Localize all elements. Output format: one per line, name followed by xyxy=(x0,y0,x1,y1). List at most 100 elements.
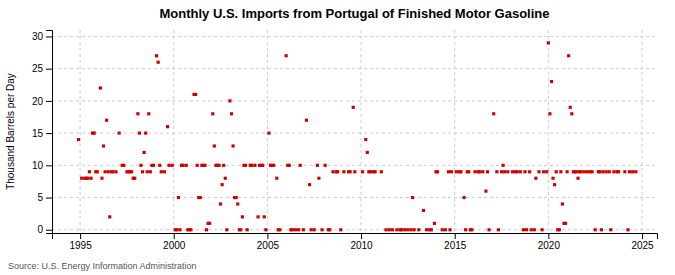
point xyxy=(448,228,451,231)
point xyxy=(388,228,391,231)
point xyxy=(464,228,467,231)
tick: 2025 xyxy=(631,233,654,251)
point xyxy=(558,228,561,231)
point xyxy=(310,228,313,231)
point xyxy=(342,170,345,173)
point xyxy=(470,228,473,231)
point xyxy=(294,228,297,231)
point xyxy=(324,164,327,167)
point xyxy=(299,164,302,167)
point xyxy=(590,170,593,173)
tick: 10 xyxy=(32,160,52,171)
point xyxy=(484,190,487,193)
point xyxy=(545,170,548,173)
tick-mark xyxy=(642,233,643,239)
point xyxy=(411,196,414,199)
point xyxy=(208,222,211,225)
grid-line xyxy=(52,229,657,230)
point xyxy=(353,170,356,173)
point xyxy=(167,164,170,167)
title: Monthly U.S. Imports from Portugal of Fi… xyxy=(159,6,549,21)
tick-mark xyxy=(46,133,52,134)
y-axis-title: Thousand Barrels per Day xyxy=(5,73,16,190)
point xyxy=(467,170,470,173)
tick-mark xyxy=(46,165,52,166)
tick: 0 xyxy=(37,224,52,235)
point xyxy=(623,170,626,173)
point xyxy=(320,228,323,231)
y-axis: 051015202530 xyxy=(32,31,53,236)
point xyxy=(236,202,239,205)
grid-line xyxy=(548,30,549,233)
point xyxy=(495,170,498,173)
point xyxy=(278,228,281,231)
grid-line xyxy=(52,100,657,101)
point xyxy=(155,54,158,57)
x-axis: 1995200020052010201520202025 xyxy=(53,233,658,251)
point xyxy=(530,228,533,231)
point xyxy=(500,170,503,173)
point xyxy=(586,170,589,173)
point xyxy=(189,228,192,231)
point xyxy=(575,170,578,173)
point xyxy=(77,138,80,141)
point xyxy=(555,170,558,173)
point xyxy=(384,228,387,231)
point xyxy=(548,112,551,115)
point xyxy=(612,170,615,173)
point xyxy=(222,164,225,167)
point xyxy=(253,164,256,167)
point xyxy=(519,170,522,173)
tick-label: 10 xyxy=(32,160,44,171)
tick: 20 xyxy=(32,96,52,107)
grid-line xyxy=(52,197,657,198)
point xyxy=(241,215,244,218)
grid xyxy=(52,30,657,233)
grid-line xyxy=(454,30,455,233)
point xyxy=(136,112,139,115)
point xyxy=(225,228,228,231)
point xyxy=(528,170,531,173)
point xyxy=(486,170,489,173)
point xyxy=(130,170,133,173)
point xyxy=(462,196,465,199)
point xyxy=(473,170,476,173)
tick-label: 0 xyxy=(37,224,43,235)
grid-line xyxy=(267,30,268,233)
point xyxy=(213,144,216,147)
point xyxy=(182,164,185,167)
point xyxy=(406,228,409,231)
point xyxy=(231,144,234,147)
point xyxy=(317,177,320,180)
point xyxy=(331,170,334,173)
point xyxy=(628,170,631,173)
point xyxy=(275,177,278,180)
point xyxy=(366,151,369,154)
point xyxy=(171,164,174,167)
tick: 2015 xyxy=(444,233,467,251)
grid-line xyxy=(52,133,657,134)
axis-line xyxy=(53,234,658,240)
point xyxy=(203,164,206,167)
point xyxy=(497,228,500,231)
point xyxy=(503,170,506,173)
tick-mark xyxy=(455,233,456,239)
point xyxy=(221,183,224,186)
tick-mark xyxy=(174,233,175,239)
tick-label: 5 xyxy=(37,192,43,203)
point xyxy=(146,170,149,173)
point xyxy=(264,228,267,231)
point xyxy=(413,228,416,231)
point xyxy=(516,170,519,173)
point xyxy=(88,170,91,173)
point xyxy=(139,164,142,167)
point xyxy=(313,228,316,231)
point xyxy=(422,209,425,212)
point xyxy=(567,54,570,57)
tick-mark xyxy=(548,233,549,239)
point xyxy=(523,170,526,173)
point xyxy=(444,228,447,231)
axis-line xyxy=(46,31,53,234)
point xyxy=(93,132,96,135)
point xyxy=(605,170,608,173)
